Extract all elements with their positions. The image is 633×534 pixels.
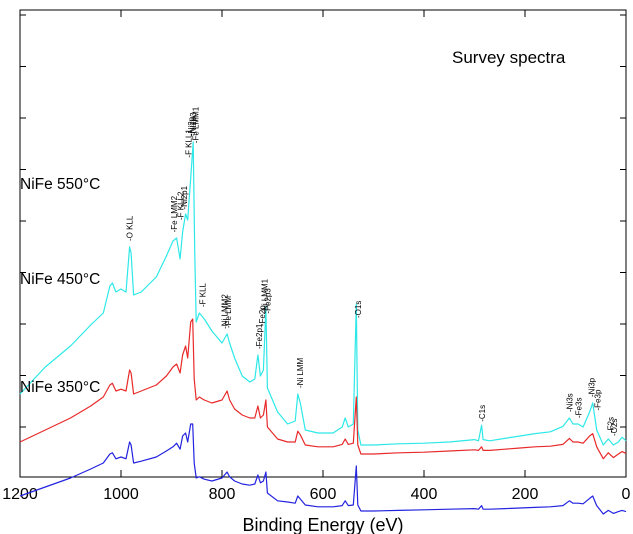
peak-label: -F KLL (198, 282, 207, 307)
x-tick-label: 0 (622, 486, 631, 503)
peak-label: -C1s (478, 405, 487, 422)
peak-label: -Ni3s (565, 393, 574, 412)
y-axis-ticks (20, 14, 626, 428)
x-tick-label: 1000 (103, 486, 139, 503)
peak-label: -O1s (354, 301, 363, 318)
peak-label: -Fe LMM (224, 296, 233, 328)
peak-label: -Fe2p1 (255, 323, 264, 349)
x-tick-label: 1200 (2, 486, 38, 503)
series-label-350: NiFe 350°C (20, 379, 100, 396)
peak-label: -Fe LMM2 (170, 195, 179, 232)
peak-label: -Ni2p1 (180, 185, 189, 209)
peak-label: -Fe3p (594, 389, 603, 410)
peak-label: -Fe LMM1 (192, 106, 201, 143)
peak-label: -Ni LMM (296, 357, 305, 388)
series-group (19, 141, 627, 515)
peak-label: -F2s (606, 417, 615, 433)
peak-label: -Fe2p (258, 305, 267, 326)
series-label-550: NiFe 550°C (20, 176, 100, 193)
series-line-2 (19, 318, 627, 460)
peak-label: -F KLL2 (177, 191, 186, 220)
series-line-3 (19, 423, 627, 515)
peak-label: -Ni3p (588, 377, 597, 397)
x-tick-label: 800 (209, 486, 236, 503)
x-tick-label: 200 (512, 486, 539, 503)
peak-label: -O KLL (126, 215, 135, 241)
x-tick-label: 600 (310, 486, 337, 503)
peak-label: -O2s (610, 419, 619, 436)
peak-label: -Ni LMM2 (221, 294, 230, 329)
series-line-1 (19, 141, 627, 446)
series-label-450: NiFe 450°C (20, 271, 100, 288)
x-axis-ticks: 1200 1000 800 600 400 200 0 (2, 10, 631, 503)
peak-labels: -O KLL -Fe LMM2-F KLL2-Ni2p1-F KLL1-Ni2p-… (126, 106, 619, 436)
plot-frame (19, 9, 627, 478)
x-tick-label: 400 (411, 486, 438, 503)
peak-label: -Fe2p3 (263, 288, 272, 314)
peak-label: -Ni LMM1 (260, 278, 269, 313)
peak-label: -Ni2p3 (189, 112, 198, 136)
peak-label: -Fe3s (575, 398, 584, 418)
x-axis-label: Binding Energy (eV) (242, 515, 403, 534)
chart-title: Survey spectra (452, 48, 566, 67)
peak-label: -Ni2p (187, 116, 196, 136)
peak-label: -F KLL1 (185, 129, 194, 158)
